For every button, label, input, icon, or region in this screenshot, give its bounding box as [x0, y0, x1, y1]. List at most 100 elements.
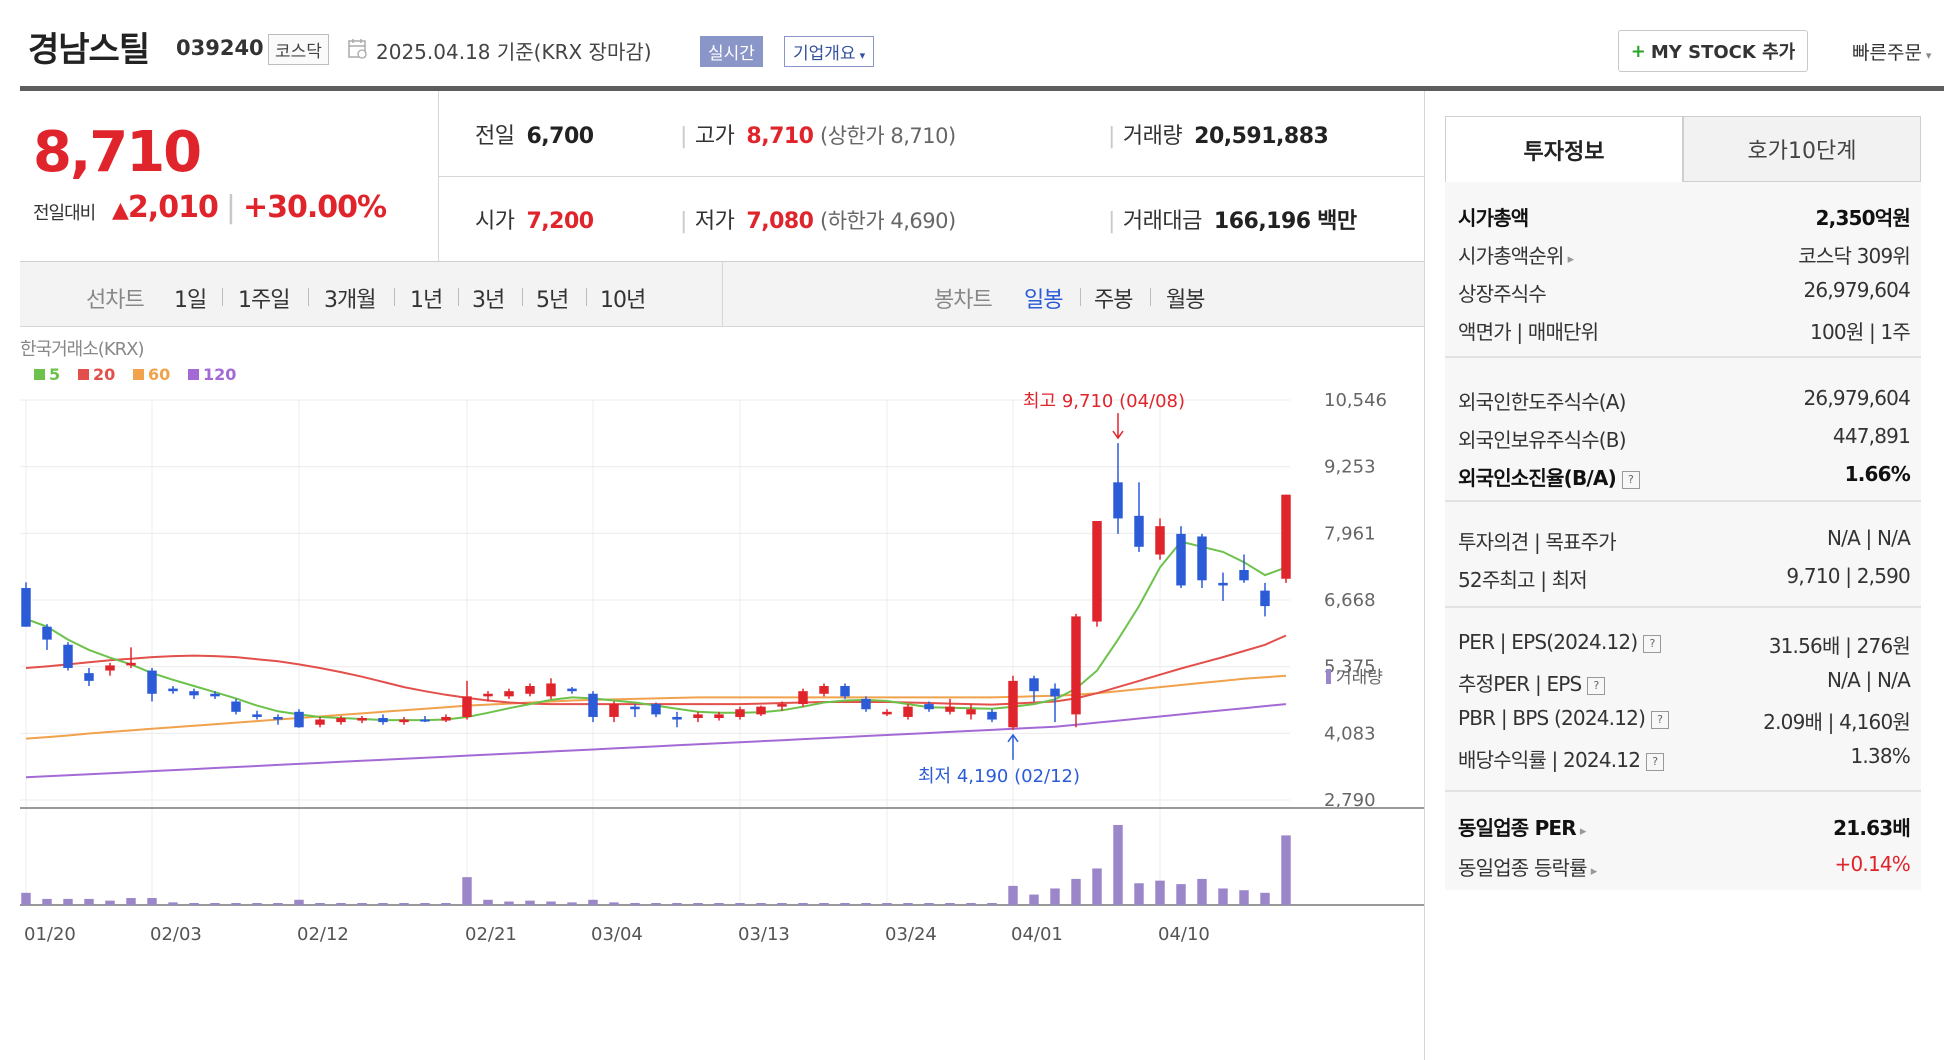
- current-price: 8,710: [33, 120, 202, 185]
- candle-body: [966, 709, 976, 715]
- candle-body: [1239, 569, 1249, 581]
- help-icon[interactable]: ?: [1643, 634, 1662, 653]
- change-amount: 2,010: [127, 190, 219, 225]
- info-label: 추정PER | EPS: [1458, 672, 1582, 696]
- my-stock-add-button[interactable]: + MY STOCK 추가: [1618, 30, 1808, 72]
- tab-order-book[interactable]: 호가10단계: [1683, 116, 1921, 182]
- candle-body: [903, 706, 913, 717]
- candle-body: [105, 665, 115, 671]
- y-tick-label: 2,790: [1324, 790, 1376, 811]
- volume-bar: [924, 903, 934, 905]
- candle-body: [1113, 482, 1123, 519]
- volume-bar: [1176, 884, 1186, 905]
- line-chart-label: 선차트: [86, 288, 145, 313]
- volume-bar: [588, 899, 598, 905]
- company-overview-button[interactable]: 기업개요 ▾: [784, 36, 875, 67]
- volume-bar: [1092, 868, 1102, 905]
- info-value: 1.66%: [1844, 462, 1911, 486]
- volume-bar: [315, 903, 325, 905]
- info-row[interactable]: 동일업종 등락률 ▸ +0.14%: [1458, 852, 1911, 881]
- low-annotation: 최저 4,190 (02/12): [918, 766, 1080, 787]
- realtime-button[interactable]: 실시간: [700, 36, 763, 67]
- candle-body: [756, 706, 766, 715]
- high-arrow-head: [1112, 430, 1124, 440]
- volume-bar: [1008, 885, 1018, 905]
- x-tick-label: 01/20: [24, 924, 76, 945]
- info-label-wrap: 액면가 | 매매단위: [1458, 316, 1599, 345]
- period-1w[interactable]: 1주일: [238, 288, 290, 313]
- info-row[interactable]: 동일업종 PER ▸ 21.63배: [1458, 812, 1911, 841]
- volume-bar: [336, 903, 346, 905]
- info-row[interactable]: PBR | BPS (2024.12)? 2.09배 | 4,160원: [1458, 706, 1911, 735]
- sidebar-group-divider: [1445, 500, 1921, 502]
- stat-low-value: 7,080: [746, 209, 814, 234]
- price-chart[interactable]: 한국거래소(KRX) 5 20 60 120 10,546 9,253 7,961 6,668 5…: [20, 340, 1424, 960]
- info-row[interactable]: 시가총액순위 ▸ 코스닥 309위: [1458, 240, 1911, 269]
- info-row[interactable]: 추정PER | EPS? N/A | N/A: [1458, 668, 1911, 697]
- period-10y[interactable]: 10년: [600, 288, 646, 313]
- info-row[interactable]: 외국인소진율(B/A)? 1.66%: [1458, 462, 1911, 491]
- sidebar-group-divider: [1445, 606, 1921, 608]
- volume-bar: [231, 903, 241, 905]
- info-label-wrap: PBR | BPS (2024.12)?: [1458, 706, 1670, 735]
- sidebar-group-divider: [1445, 356, 1921, 358]
- chevron-right-icon: ▸: [1590, 864, 1597, 879]
- volume-bar: [882, 903, 892, 905]
- legend-swatch: [78, 369, 89, 380]
- candle-body: [525, 686, 535, 694]
- info-label: 동일업종 PER: [1458, 816, 1577, 840]
- header-divider: [20, 86, 1944, 91]
- candle-monthly[interactable]: 월봉: [1166, 288, 1205, 313]
- stock-code: 039240: [176, 36, 264, 60]
- legend-swatch: [133, 369, 144, 380]
- help-icon[interactable]: ?: [1621, 470, 1640, 489]
- market-badge: 코스닥: [268, 34, 329, 65]
- candle-daily[interactable]: 일봉: [1024, 288, 1063, 313]
- help-icon[interactable]: ?: [1646, 752, 1665, 771]
- info-value: 26,979,604: [1803, 278, 1910, 302]
- volume-bar: [1029, 894, 1039, 905]
- help-icon[interactable]: ?: [1587, 676, 1606, 695]
- stat-prev-label: 전일: [475, 124, 515, 149]
- volume-bar: [735, 903, 745, 905]
- candle-weekly[interactable]: 주봉: [1094, 288, 1133, 313]
- info-row[interactable]: PER | EPS(2024.12)? 31.56배 | 276원: [1458, 630, 1911, 659]
- chart-grid: [20, 399, 1290, 905]
- period-5y[interactable]: 5년: [536, 288, 569, 313]
- volume-bar: [987, 903, 997, 905]
- info-row: 시가총액 2,350억원: [1458, 202, 1911, 231]
- volume-bar: [21, 892, 31, 905]
- candle-body: [630, 706, 640, 710]
- info-value: +0.14%: [1834, 852, 1911, 876]
- info-label-wrap: 투자의견 | 목표주가: [1458, 526, 1617, 555]
- candle-body: [567, 688, 577, 692]
- candle-body: [42, 626, 52, 640]
- volume-bar: [693, 903, 703, 905]
- period-3y[interactable]: 3년: [472, 288, 505, 313]
- info-row[interactable]: 배당수익률 | 2024.12? 1.38%: [1458, 744, 1911, 773]
- period-1y[interactable]: 1년: [410, 288, 443, 313]
- info-label: 액면가 | 매매단위: [1458, 320, 1599, 344]
- candle-body: [693, 714, 703, 718]
- period-1d[interactable]: 1일: [174, 288, 207, 313]
- volume-bar: [168, 902, 178, 905]
- change-label: 전일대비: [33, 203, 96, 224]
- separator: [394, 288, 395, 306]
- tab-investment-info[interactable]: 투자정보: [1445, 116, 1683, 182]
- candle-body: [861, 698, 871, 710]
- volume-bar: [819, 903, 829, 905]
- info-label-wrap: 추정PER | EPS?: [1458, 668, 1606, 697]
- volume-bar: [441, 903, 451, 905]
- candle-body: [945, 706, 955, 712]
- dropdown-icon: ▾: [1925, 49, 1932, 62]
- period-3m[interactable]: 3개월: [324, 288, 376, 313]
- company-overview-label: 기업개요: [793, 44, 856, 64]
- volume-bar: [945, 903, 955, 905]
- volume-bar: [63, 898, 73, 905]
- separator: [1150, 288, 1151, 306]
- separator: |: [1108, 209, 1115, 234]
- volume-bar: [1260, 892, 1270, 905]
- quick-order-button[interactable]: 빠른주문 ▾: [1852, 38, 1931, 65]
- help-icon[interactable]: ?: [1651, 710, 1670, 729]
- stat-open: 시가 7,200: [475, 203, 594, 235]
